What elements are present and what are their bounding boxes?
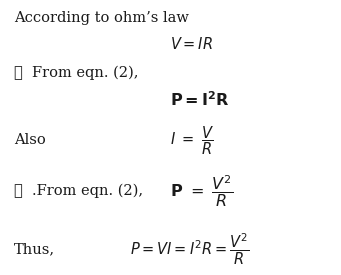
Text: ∴  From eqn. (2),: ∴ From eqn. (2), xyxy=(14,66,138,80)
Text: According to ohm’s law: According to ohm’s law xyxy=(14,11,189,25)
Text: $\mathbf{P}\ =\ \dfrac{V^2}{R}$: $\mathbf{P}\ =\ \dfrac{V^2}{R}$ xyxy=(170,173,234,209)
Text: $P = VI = I^2R = \dfrac{V^2}{R}$: $P = VI = I^2R = \dfrac{V^2}{R}$ xyxy=(130,231,249,266)
Text: ∴  .From eqn. (2),: ∴ .From eqn. (2), xyxy=(14,184,143,198)
Text: $V = IR$: $V = IR$ xyxy=(170,36,213,52)
Text: $\mathbf{P = I^2R}$: $\mathbf{P = I^2R}$ xyxy=(170,91,230,110)
Text: $I\ =\ \dfrac{V}{R}$: $I\ =\ \dfrac{V}{R}$ xyxy=(170,124,215,156)
Text: Thus,: Thus, xyxy=(14,242,55,256)
Text: Also: Also xyxy=(14,133,45,147)
